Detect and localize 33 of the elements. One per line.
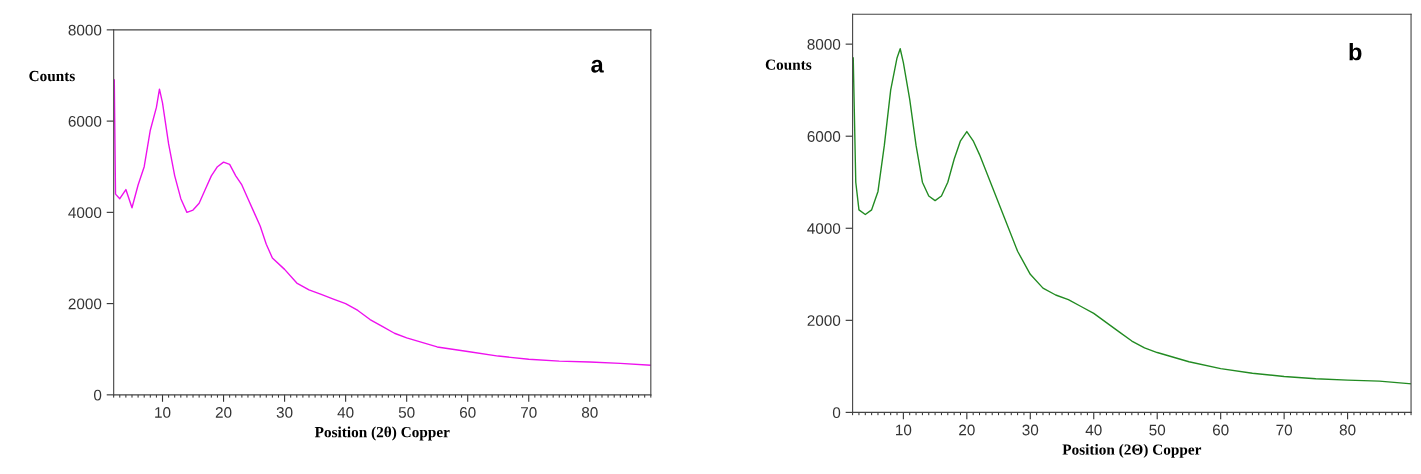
- x-tick-label: 50: [398, 407, 415, 418]
- x-tick-label: 60: [1212, 424, 1229, 436]
- y-tick-label: 4000: [807, 223, 841, 234]
- x-tick-label: 80: [581, 407, 598, 418]
- y-tick-label: 0: [93, 389, 102, 401]
- y-tick-label: 8000: [68, 24, 102, 36]
- x-tick-label: 80: [1339, 424, 1356, 436]
- annotation: a: [591, 59, 604, 73]
- x-tick-label: 20: [215, 407, 232, 418]
- y-tick-label: 2000: [68, 298, 102, 310]
- y-tick-label: 6000: [807, 131, 841, 142]
- x-tick-label: 70: [521, 407, 537, 418]
- line-series: [113, 79, 651, 366]
- y-tick-label: 0: [832, 407, 841, 419]
- x-tick-label: 10: [155, 407, 171, 418]
- x-tick-label: 10: [896, 424, 912, 436]
- annotation: b: [1349, 43, 1362, 61]
- x-tick-label: 40: [337, 407, 354, 418]
- x-tick-label: 70: [1276, 424, 1293, 436]
- y-tick-label: 4000: [68, 207, 102, 219]
- x-tick-label: 50: [1149, 424, 1166, 436]
- y-tick-label: 2000: [807, 315, 841, 327]
- x-axis-title: Position (2θ) Copper: [314, 426, 450, 441]
- y-axis-title: Counts: [765, 59, 812, 70]
- y-tick-label: 6000: [68, 115, 102, 127]
- x-tick-label: 60: [459, 407, 476, 418]
- x-axis-title: Position (2Θ) Copper: [1062, 443, 1202, 458]
- x-tick-label: 30: [276, 407, 293, 418]
- y-axis-title: Counts: [29, 70, 75, 82]
- x-tick-label: 30: [1022, 424, 1039, 436]
- y-tick-label: 8000: [807, 39, 841, 50]
- x-tick-label: 40: [1085, 424, 1102, 436]
- x-tick-label: 20: [959, 424, 975, 436]
